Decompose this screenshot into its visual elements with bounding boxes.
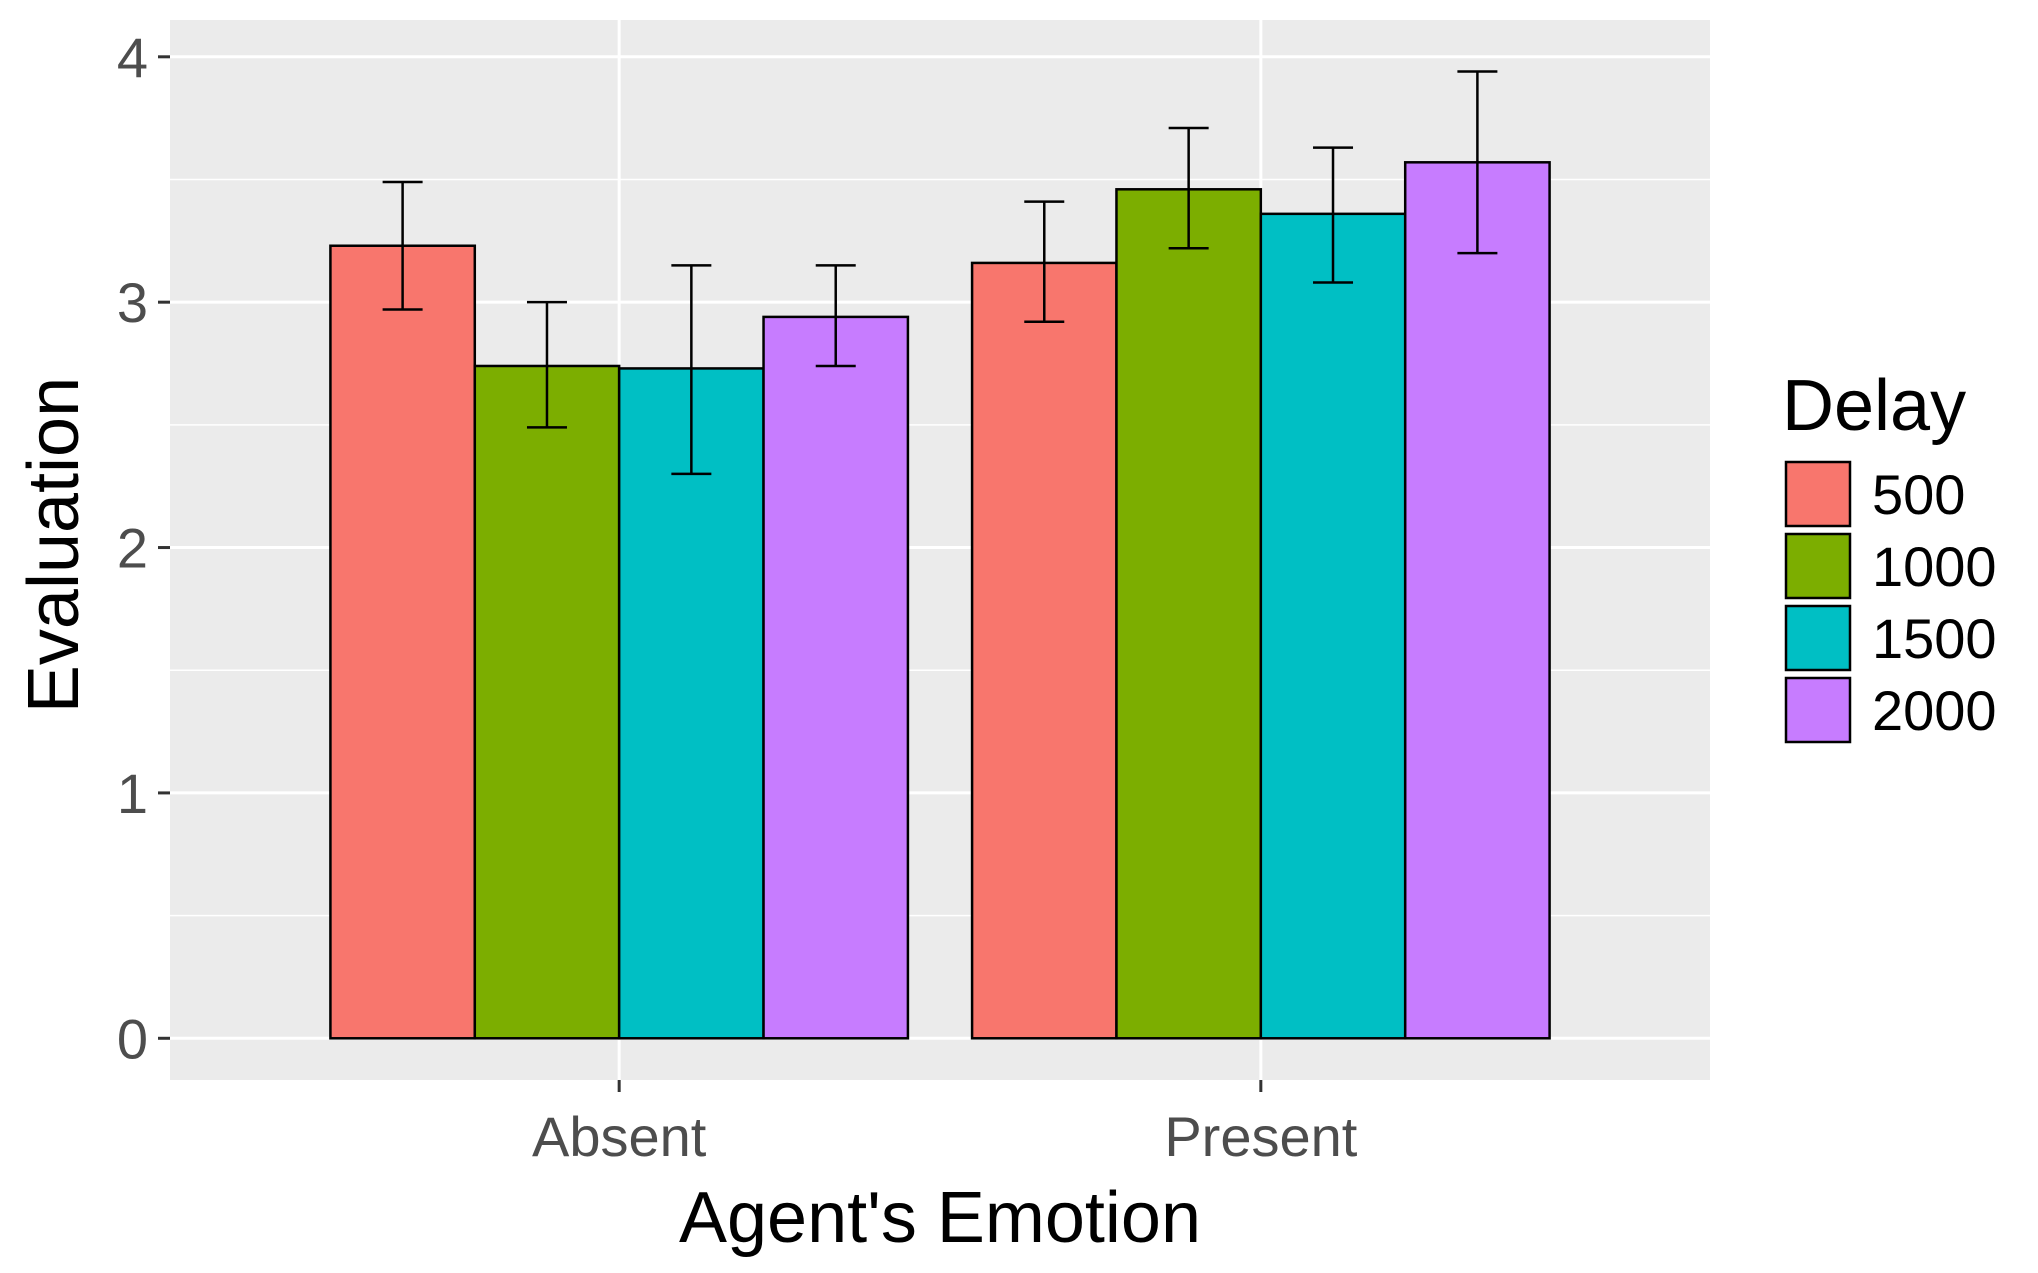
legend-label-1000: 1000 xyxy=(1872,535,1997,598)
y-axis: 0 1 2 3 4 xyxy=(117,26,170,1070)
legend: Delay 500 1000 1500 2000 xyxy=(1782,366,1997,744)
y-tick-label: 3 xyxy=(117,271,148,334)
errorbars-layer xyxy=(382,70,1498,476)
y-tick-label: 2 xyxy=(117,517,148,580)
bar-present-2000 xyxy=(1403,161,1551,1040)
y-tick-label: 0 xyxy=(117,1007,148,1070)
legend-label-1500: 1500 xyxy=(1872,607,1997,670)
bar-present-1500 xyxy=(1259,212,1407,1040)
legend-title: Delay xyxy=(1782,366,1966,446)
bar-absent-2000 xyxy=(762,315,910,1040)
y-axis-title: Evaluation xyxy=(14,377,94,713)
x-tick-label-absent: Absent xyxy=(532,1105,707,1168)
bar-absent-1000 xyxy=(473,364,621,1040)
legend-label-500: 500 xyxy=(1872,463,1965,526)
legend-label-2000: 2000 xyxy=(1872,679,1997,742)
legend-key-500 xyxy=(1784,460,1852,528)
y-tick-label: 4 xyxy=(117,26,148,89)
legend-key-1000 xyxy=(1784,532,1852,600)
bar-present-500 xyxy=(970,261,1118,1040)
bar-absent-500 xyxy=(329,244,477,1040)
x-tick-label-present: Present xyxy=(1164,1105,1357,1168)
bar-absent-1500 xyxy=(617,367,765,1040)
x-axis: Absent Present xyxy=(532,1080,1358,1168)
bar-present-1000 xyxy=(1115,188,1263,1040)
x-axis-title: Agent's Emotion xyxy=(679,1178,1201,1258)
y-tick-label: 1 xyxy=(117,762,148,825)
legend-key-2000 xyxy=(1784,676,1852,744)
legend-key-1500 xyxy=(1784,604,1852,672)
bars-layer xyxy=(329,161,1551,1040)
